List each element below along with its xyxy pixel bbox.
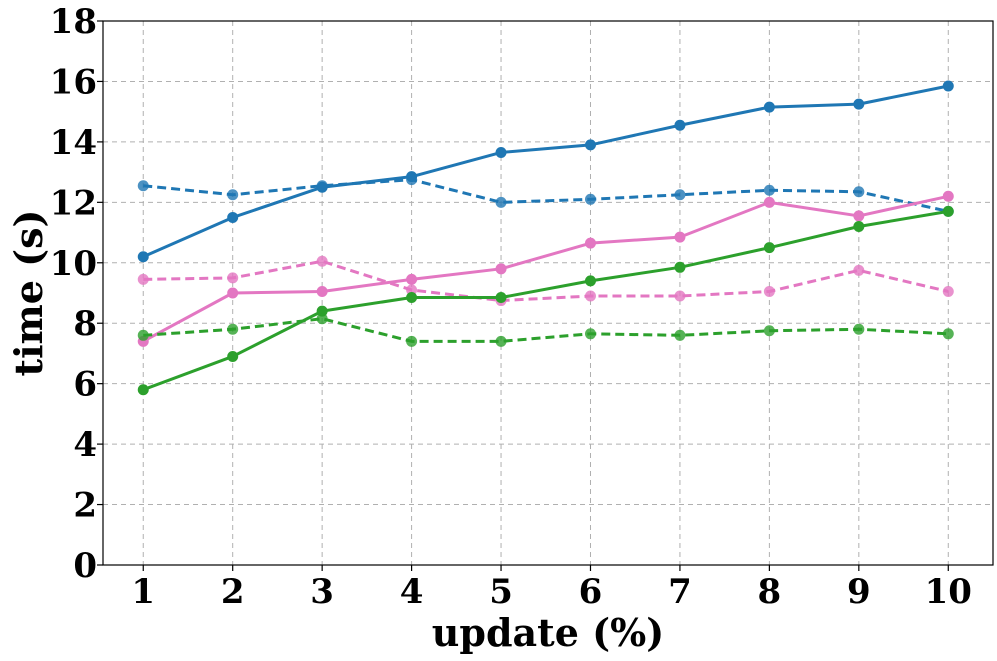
y-tick-label: 12 — [50, 183, 97, 223]
series-3 — [137, 190, 954, 347]
series-4-point — [227, 272, 239, 284]
x-tick-label: 7 — [668, 572, 692, 612]
series-1-line — [142, 84, 949, 259]
series-2-point — [227, 189, 239, 201]
series-1-point — [853, 98, 865, 110]
series-3-point — [942, 190, 954, 202]
series-5-point — [495, 292, 507, 304]
series-4-point — [406, 284, 418, 296]
y-tick-label: 16 — [50, 62, 97, 102]
y-tick-label: 6 — [73, 365, 97, 405]
series-5-point — [316, 305, 328, 317]
series-5-point — [942, 205, 954, 217]
series-5-point — [406, 292, 418, 304]
series-5-point — [853, 221, 865, 233]
series-6-line — [143, 317, 949, 343]
x-tick-label: 8 — [758, 572, 782, 612]
series-2-point — [853, 186, 865, 198]
y-tick-label: 18 — [50, 2, 97, 42]
series-5-line — [142, 209, 949, 392]
series-2-point — [137, 180, 149, 192]
series-4-point — [763, 285, 775, 297]
x-tick-label: 2 — [221, 572, 245, 612]
series-4-point — [853, 264, 865, 276]
series-6-point — [584, 328, 596, 340]
series-1-point — [942, 80, 954, 92]
series-1-point — [584, 139, 596, 151]
y-tick-label: 10 — [50, 244, 97, 284]
y-tick-label: 4 — [73, 425, 97, 465]
series-6-point — [227, 323, 239, 335]
series-3-point — [495, 263, 507, 275]
series-3-point — [584, 237, 596, 249]
series-2-point — [584, 193, 596, 205]
series-2-line — [143, 178, 949, 213]
series-4-line — [143, 259, 949, 303]
series-5-point — [584, 275, 596, 287]
series-group — [137, 80, 954, 396]
series-1-point — [763, 101, 775, 113]
y-tick-label: 0 — [73, 546, 97, 586]
series-4 — [137, 255, 954, 307]
series-2-point — [495, 196, 507, 208]
series-5-point — [674, 261, 686, 273]
series-6-point — [853, 323, 865, 335]
series-6-point — [137, 329, 149, 341]
series-1-point — [137, 251, 149, 263]
x-axis-label: update (%) — [432, 610, 664, 655]
series-3-point — [406, 273, 418, 285]
x-tick-label: 1 — [131, 572, 155, 612]
series-3-point — [763, 196, 775, 208]
y-tick-label: 8 — [73, 304, 97, 344]
series-4-point — [584, 290, 596, 302]
series-6 — [137, 313, 954, 347]
series-6-point — [495, 335, 507, 347]
x-tick-label: 10 — [925, 572, 972, 612]
x-tick-label: 3 — [310, 572, 334, 612]
series-4-point — [137, 273, 149, 285]
series-3-point — [316, 285, 328, 297]
series-1-point — [674, 119, 686, 131]
series-6-point — [674, 329, 686, 341]
series-1-point — [495, 146, 507, 158]
series-2-point — [763, 184, 775, 196]
x-tick-label: 4 — [400, 572, 424, 612]
y-tick-label: 2 — [73, 486, 97, 526]
series-2-point — [406, 174, 418, 186]
x-tick-label: 9 — [847, 572, 871, 612]
series-3-point — [227, 287, 239, 299]
x-tick-label: 5 — [489, 572, 513, 612]
x-tick-label: 6 — [579, 572, 603, 612]
series-3-point — [853, 210, 865, 222]
series-1-point — [227, 211, 239, 223]
series-6-point — [316, 313, 328, 325]
series-6-point — [763, 325, 775, 337]
series-6-point — [942, 328, 954, 340]
series-4-point — [942, 285, 954, 297]
series-5-point — [227, 350, 239, 362]
series-4-point — [674, 290, 686, 302]
series-5-point — [763, 242, 775, 254]
series-1 — [137, 80, 954, 263]
series-3-point — [674, 231, 686, 243]
series-2-point — [674, 189, 686, 201]
series-5-point — [137, 384, 149, 396]
plot-frame — [102, 20, 994, 566]
y-axis-label: time (s) — [6, 210, 51, 377]
series-2-point — [316, 180, 328, 192]
series-4-point — [316, 255, 328, 267]
y-tick-label: 14 — [50, 123, 97, 163]
series-5 — [137, 205, 954, 396]
series-3-line — [142, 194, 949, 343]
series-6-point — [406, 335, 418, 347]
